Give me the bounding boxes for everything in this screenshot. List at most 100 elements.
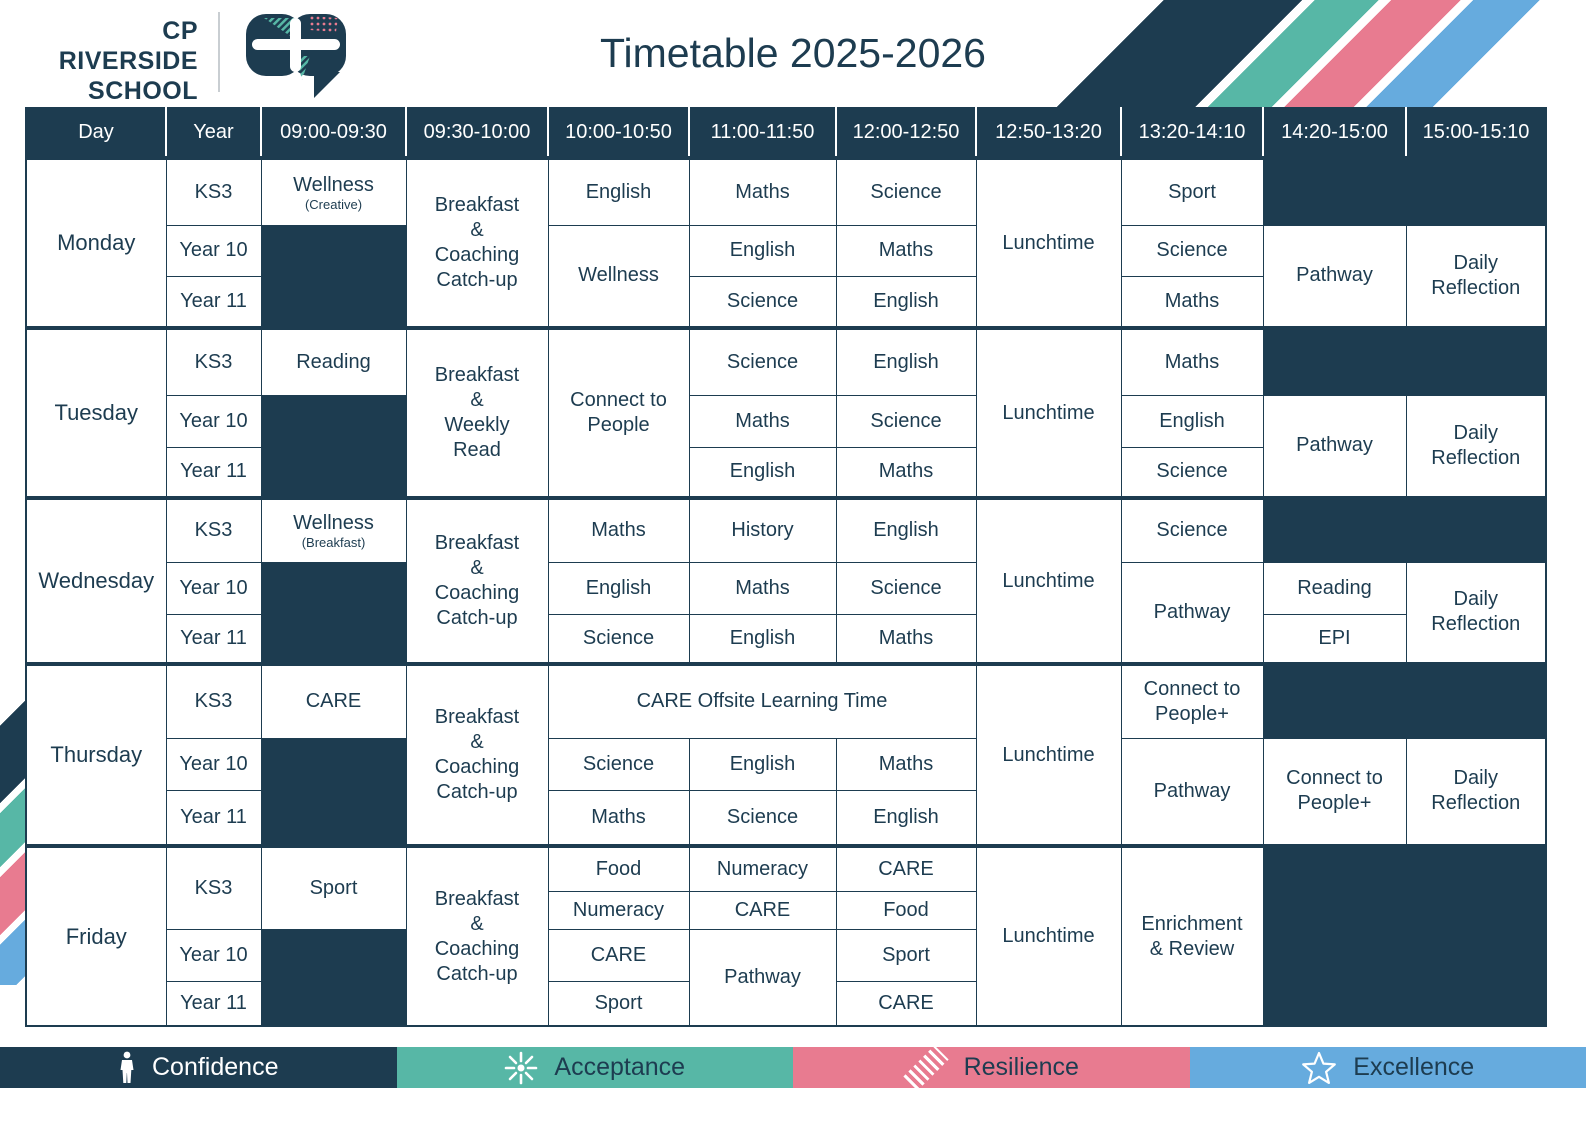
lesson-cell: Breakfast & Coaching Catch-up: [405, 662, 549, 847]
year-cell: Year 10: [165, 737, 262, 791]
day-cell: Tuesday: [25, 326, 167, 499]
lesson-cell: Maths: [1120, 326, 1264, 396]
year-cell: KS3: [165, 662, 262, 739]
year-cell: KS3: [165, 496, 262, 563]
blocked-cell: [1262, 844, 1547, 1027]
value-label: Confidence: [152, 1053, 279, 1081]
column-header: Year: [165, 108, 261, 158]
brand-row: CP RIVERSIDE SCHOOL Timetable 2025-2026: [0, 0, 1586, 106]
people-circle-icon: [504, 1051, 538, 1085]
lesson-cell: Lunchtime: [975, 156, 1122, 329]
lesson-cell: English: [1120, 394, 1264, 448]
column-header: 10:00-10:50: [547, 108, 689, 158]
school-name-line2: SCHOOL: [88, 77, 198, 105]
lesson-cell: Sport: [547, 980, 690, 1027]
school-name-line1: CP RIVERSIDE: [58, 17, 198, 75]
values-bar: Confidence Acceptance Re: [0, 1044, 1586, 1091]
lesson-cell: Numeracy: [688, 844, 837, 892]
day-cell: Wednesday: [25, 496, 167, 665]
value-label: Resilience: [963, 1053, 1079, 1081]
lesson-cell: English: [835, 789, 977, 847]
year-cell: Year 10: [165, 394, 262, 448]
lesson-cell: EPI: [1262, 613, 1407, 665]
lesson-cell: Sport: [835, 928, 977, 982]
year-cell: KS3: [165, 156, 262, 226]
lesson-cell: Science: [688, 326, 837, 396]
column-header: 12:00-12:50: [835, 108, 976, 158]
blocked-cell: [1262, 662, 1547, 739]
person-icon: [118, 1051, 136, 1085]
lesson-cell: Breakfast & Weekly Read: [405, 326, 549, 499]
lesson-cell: Wellness: [547, 224, 690, 329]
column-header: Day: [26, 108, 166, 158]
blocked-cell: [260, 224, 407, 329]
blocked-cell: [260, 928, 407, 1027]
column-header: 11:00-11:50: [688, 108, 836, 158]
lesson-cell: English: [688, 737, 837, 791]
lesson-cell: Numeracy: [547, 890, 690, 930]
lesson-cell: Science: [835, 394, 977, 448]
school-logo-mark: [244, 10, 348, 103]
day-cell: Thursday: [25, 662, 167, 847]
value-label: Excellence: [1353, 1053, 1475, 1081]
timetable: Day Year 09:00-09:30 09:30-10:00 10:00-10:50…: [25, 107, 1547, 1027]
value-acceptance: Acceptance: [396, 1047, 793, 1088]
column-header: 09:30-10:00: [405, 108, 548, 158]
lesson-cell: Pathway: [1262, 394, 1407, 499]
lesson-cell: English: [547, 156, 690, 226]
lesson-cell: Pathway: [1120, 561, 1264, 665]
lesson-cell: Maths: [1120, 275, 1264, 329]
day-cell: Monday: [25, 156, 167, 329]
lesson-cell: Science: [547, 613, 690, 665]
column-header: 09:00-09:30: [260, 108, 406, 158]
blocked-cell: [260, 561, 407, 665]
year-cell: Year 10: [165, 928, 262, 982]
lesson-cell: Connect to People: [547, 326, 690, 499]
lesson-cell: Science: [1120, 496, 1264, 563]
lesson-cell: Daily Reflection: [1405, 561, 1547, 665]
year-cell: Year 10: [165, 561, 262, 615]
lesson-cell: English: [688, 613, 837, 665]
value-label: Acceptance: [554, 1053, 686, 1081]
lesson-cell: Breakfast & Coaching Catch-up: [405, 496, 549, 665]
column-header: 12:50-13:20: [975, 108, 1121, 158]
lesson-cell: CARE: [835, 844, 977, 892]
lesson-cell: English: [835, 275, 977, 329]
lesson-cell: Food: [547, 844, 690, 892]
lesson-cell: Daily Reflection: [1405, 737, 1547, 847]
lesson-cell: Reading: [260, 326, 407, 396]
school-name: CP RIVERSIDE SCHOOL: [34, 16, 198, 106]
lesson-cell: Sport: [1120, 156, 1264, 226]
lesson-cell: CARE: [835, 980, 977, 1027]
timetable-head: Day Year 09:00-09:30 09:30-10:00 10:00-10:50…: [26, 108, 1546, 158]
lesson-cell: English: [688, 224, 837, 277]
lesson-cell: Science: [835, 156, 977, 226]
lesson-cell: Wellness (Creative): [260, 156, 407, 226]
lesson-cell: Maths: [688, 561, 837, 615]
lesson-cell: Maths: [547, 789, 690, 847]
lesson-cell: Maths: [547, 496, 690, 563]
star-icon: [1301, 1051, 1337, 1085]
lesson-cell: Maths: [835, 224, 977, 277]
lesson-cell: Pathway: [1262, 224, 1407, 329]
year-cell: Year 11: [165, 789, 262, 847]
lesson-cell: English: [547, 561, 690, 615]
lesson-cell: Maths: [835, 613, 977, 665]
brand-divider: [218, 12, 220, 92]
day-cell: Friday: [25, 844, 167, 1027]
lesson-cell: English: [835, 326, 977, 396]
column-header: 14:20-15:00: [1262, 108, 1406, 158]
lesson-cell: Lunchtime: [975, 844, 1122, 1027]
lesson-cell: Daily Reflection: [1405, 394, 1547, 499]
column-header: 13:20-14:10: [1120, 108, 1263, 158]
lesson-cell: English: [688, 446, 837, 499]
lesson-cell: Breakfast & Coaching Catch-up: [405, 844, 549, 1027]
diagonal-stripes-icon: [902, 1044, 949, 1091]
lesson-cell: Sport: [260, 844, 407, 930]
year-cell: Year 11: [165, 446, 262, 499]
lesson-cell: Food: [835, 890, 977, 930]
lesson-cell: Science: [835, 561, 977, 615]
lesson-cell: Maths: [688, 394, 837, 448]
lesson-subtitle: (Creative): [304, 196, 363, 212]
